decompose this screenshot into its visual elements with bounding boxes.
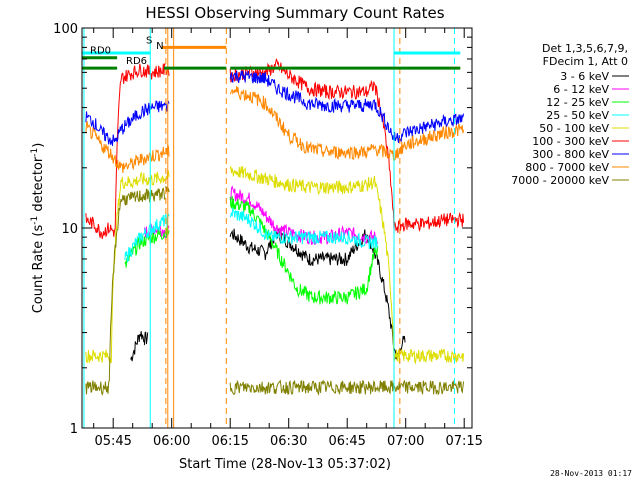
- state-bar-label-rd0: RD0: [90, 46, 111, 57]
- footer-timestamp: 28-Nov-2013 01:17: [550, 469, 632, 478]
- x-tick-label: 06:30: [270, 434, 307, 449]
- y-tick-label: 1: [70, 422, 78, 437]
- legend-label-3: 25 - 50 keV: [546, 109, 609, 122]
- legend-label-1: 6 - 12 keV: [553, 83, 609, 96]
- legend: Det 1,3,5,6,7,9, FDecim 1, Att 0 3 - 6 k…: [511, 42, 629, 187]
- y-axis-label: Count Rate (s-1 detector-1): [30, 143, 46, 314]
- legend-label-4: 50 - 100 keV: [539, 122, 609, 135]
- x-tick-label: 06:00: [153, 434, 190, 449]
- x-tick-label: 07:15: [445, 434, 482, 449]
- y-tick-label: 10: [61, 222, 78, 237]
- y-axis-label-main: Count Rate (s: [31, 225, 46, 314]
- legend-label-0: 3 - 6 keV: [560, 70, 609, 83]
- legend-label-5: 100 - 300 keV: [532, 135, 609, 148]
- y-axis-label-exponent-2: -1: [30, 148, 40, 157]
- x-tick-label: 07:00: [387, 434, 424, 449]
- x-axis-label: Start Time (28-Nov-13 05:37:02): [179, 457, 391, 472]
- axes-layer: 1 10 100 05:45 06:00 06:15 06:30 06:45 07:00 07:1…: [53, 22, 483, 449]
- state-bar-label-n: N: [156, 41, 163, 52]
- y-axis-label-exponent: -1: [30, 216, 40, 225]
- state-bars-layer: SN RD0 RD6: [82, 35, 461, 70]
- legend-header-line-1: Det 1,3,5,6,7,9,: [542, 42, 628, 55]
- x-tick-label: 05:45: [94, 434, 131, 449]
- legend-label-7: 800 - 7000 keV: [525, 161, 609, 174]
- chart-title: HESSI Observing Summary Count Rates: [145, 4, 444, 22]
- y-tick-label: 100: [53, 22, 78, 37]
- x-tick-label: 06:45: [328, 434, 365, 449]
- legend-label-8: 7000 - 20000 keV: [511, 174, 609, 187]
- legend-header-line-2: FDecim 1, Att 0: [543, 55, 628, 68]
- legend-label-6: 300 - 800 keV: [532, 148, 609, 161]
- y-axis-label-close: ): [31, 143, 46, 148]
- state-bar-label-s: S: [146, 35, 152, 46]
- y-axis-label-tail: detector: [31, 156, 46, 216]
- x-tick-label: 06:15: [211, 434, 248, 449]
- legend-label-2: 12 - 25 keV: [546, 96, 609, 109]
- state-bar-label-rd6: RD6: [126, 56, 147, 67]
